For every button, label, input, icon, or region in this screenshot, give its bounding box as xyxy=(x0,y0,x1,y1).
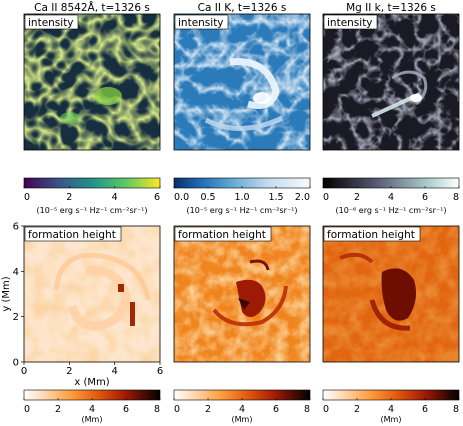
colorbar-tick-label: 2 xyxy=(66,192,72,203)
colorbar-tick-label: 6 xyxy=(422,192,428,203)
panel-label-intensity-ca8542: intensity xyxy=(28,17,74,29)
colorbar-unit-ca8542: (10⁻⁵ erg s⁻¹ Hz⁻¹ cm⁻²sr⁻¹) xyxy=(37,206,148,215)
panel-label-box: formation height xyxy=(323,226,421,242)
spatial-axes: 0 2 4 6 0 2 4 6 xyxy=(13,222,164,378)
y-tick-label: 6 xyxy=(13,222,19,233)
y-axis-label: y (Mm) xyxy=(1,276,12,311)
colorbar-ticks-row1: 0 2 4 6 0.0 0.5 1.0 1.5 2.0 0 2 4 6 8 xyxy=(23,186,460,203)
panel-frame xyxy=(322,13,460,151)
colorbar-tick-label: 0.0 xyxy=(174,192,189,203)
x-tick-label: 0 xyxy=(21,366,27,377)
colorbar-tick-label: 0 xyxy=(323,192,329,203)
panel-label-height-ca8542: formation height xyxy=(28,229,116,241)
panel-label-box: intensity xyxy=(174,14,229,30)
colorbar-tick-label: 2 xyxy=(55,404,61,415)
panel-label-box: intensity xyxy=(323,14,378,30)
colorbar-tick-label: 0 xyxy=(24,404,30,415)
colorbar-ca8542 xyxy=(23,177,161,189)
panel-label-intensity-mgk: intensity xyxy=(327,17,373,29)
panel-label-height-mgk: formation height xyxy=(327,229,415,241)
x-tick-label: 4 xyxy=(111,366,117,377)
column-title-mgk: Mg II k, t=1326 s xyxy=(346,2,436,14)
colorbar-tick-label: 1.5 xyxy=(268,192,283,203)
panel-label-box: formation height xyxy=(24,226,122,242)
colorbar-tick-label: 4 xyxy=(388,404,394,415)
colorbar-tick-label: 8 xyxy=(304,404,310,415)
x-tick-label: 2 xyxy=(66,366,72,377)
panel-label-box: intensity xyxy=(24,14,79,30)
colorbar-tick-label: 0 xyxy=(323,404,329,415)
colorbar-tick-label: 4 xyxy=(388,192,394,203)
intensity-map-mgk xyxy=(323,14,459,150)
colorbar-tick-label: 6 xyxy=(154,192,160,203)
colorbar-tick-label: 8 xyxy=(154,404,160,415)
colorbar-tick-label: 4 xyxy=(112,192,118,203)
x-tick-label: 6 xyxy=(157,366,163,377)
colorbar-tick-label: 6 xyxy=(273,404,279,415)
colorbar-unit-mgk: (10⁻⁶ erg s⁻¹ Hz⁻¹ cm⁻²sr⁻¹) xyxy=(336,206,447,215)
colorbar-unit-height-ca8542: (Mm) xyxy=(82,415,103,424)
colorbar-unit-cak: (10⁻⁵ erg s⁻¹ Hz⁻¹ cm⁻²sr⁻¹) xyxy=(187,206,298,215)
colorbar-tick-label: 6 xyxy=(422,404,428,415)
colorbar-tick-label: 4 xyxy=(239,404,245,415)
formation-height-map-mgk xyxy=(323,226,459,362)
formation-height-map-cak xyxy=(174,226,310,362)
intensity-map-ca8542 xyxy=(24,14,160,150)
colorbar-unit-height-mgk: (Mm) xyxy=(381,415,402,424)
column-title-ca8542: Ca II 8542Å, t=1326 s xyxy=(34,1,150,14)
colorbar-tick-label: 8 xyxy=(453,192,459,203)
colorbar-tick-label: 1.0 xyxy=(234,192,249,203)
colorbar-tick-label: 4 xyxy=(89,404,95,415)
x-axis-label: x (Mm) xyxy=(74,377,109,388)
intensity-map-cak xyxy=(174,14,310,150)
colorbar-tick-label: 2 xyxy=(354,404,360,415)
panel-label-box: formation height xyxy=(174,226,272,242)
colorbar-tick-label: 2.0 xyxy=(295,192,310,203)
y-tick-label: 0 xyxy=(13,358,19,369)
colorbar-tick-label: 2 xyxy=(205,404,211,415)
panel-frame xyxy=(173,225,311,363)
panel-frame xyxy=(322,225,460,363)
column-title-cak: Ca II K, t=1326 s xyxy=(198,2,287,14)
colorbar-tick-label: 0.5 xyxy=(200,192,215,203)
colorbar-tick-label: 0 xyxy=(174,404,180,415)
panel-label-height-cak: formation height xyxy=(178,229,266,241)
colorbar-ticks-row2: 0 2 4 6 8 0 2 4 6 8 0 2 4 6 8 xyxy=(23,398,460,415)
colorbar-unit-height-cak: (Mm) xyxy=(232,415,253,424)
panel-label-intensity-cak: intensity xyxy=(178,17,224,29)
formation-height-map-ca8542 xyxy=(24,226,160,362)
y-tick-label: 2 xyxy=(13,312,19,323)
panel-frame xyxy=(173,13,311,151)
panel-frame xyxy=(23,225,161,363)
panel-frame xyxy=(23,13,161,151)
colorbar-tick-label: 8 xyxy=(453,404,459,415)
colorbar-tick-label: 0 xyxy=(24,192,30,203)
colorbar-tick-label: 2 xyxy=(354,192,360,203)
y-tick-label: 4 xyxy=(13,267,19,278)
colorbar-tick-label: 6 xyxy=(123,404,129,415)
